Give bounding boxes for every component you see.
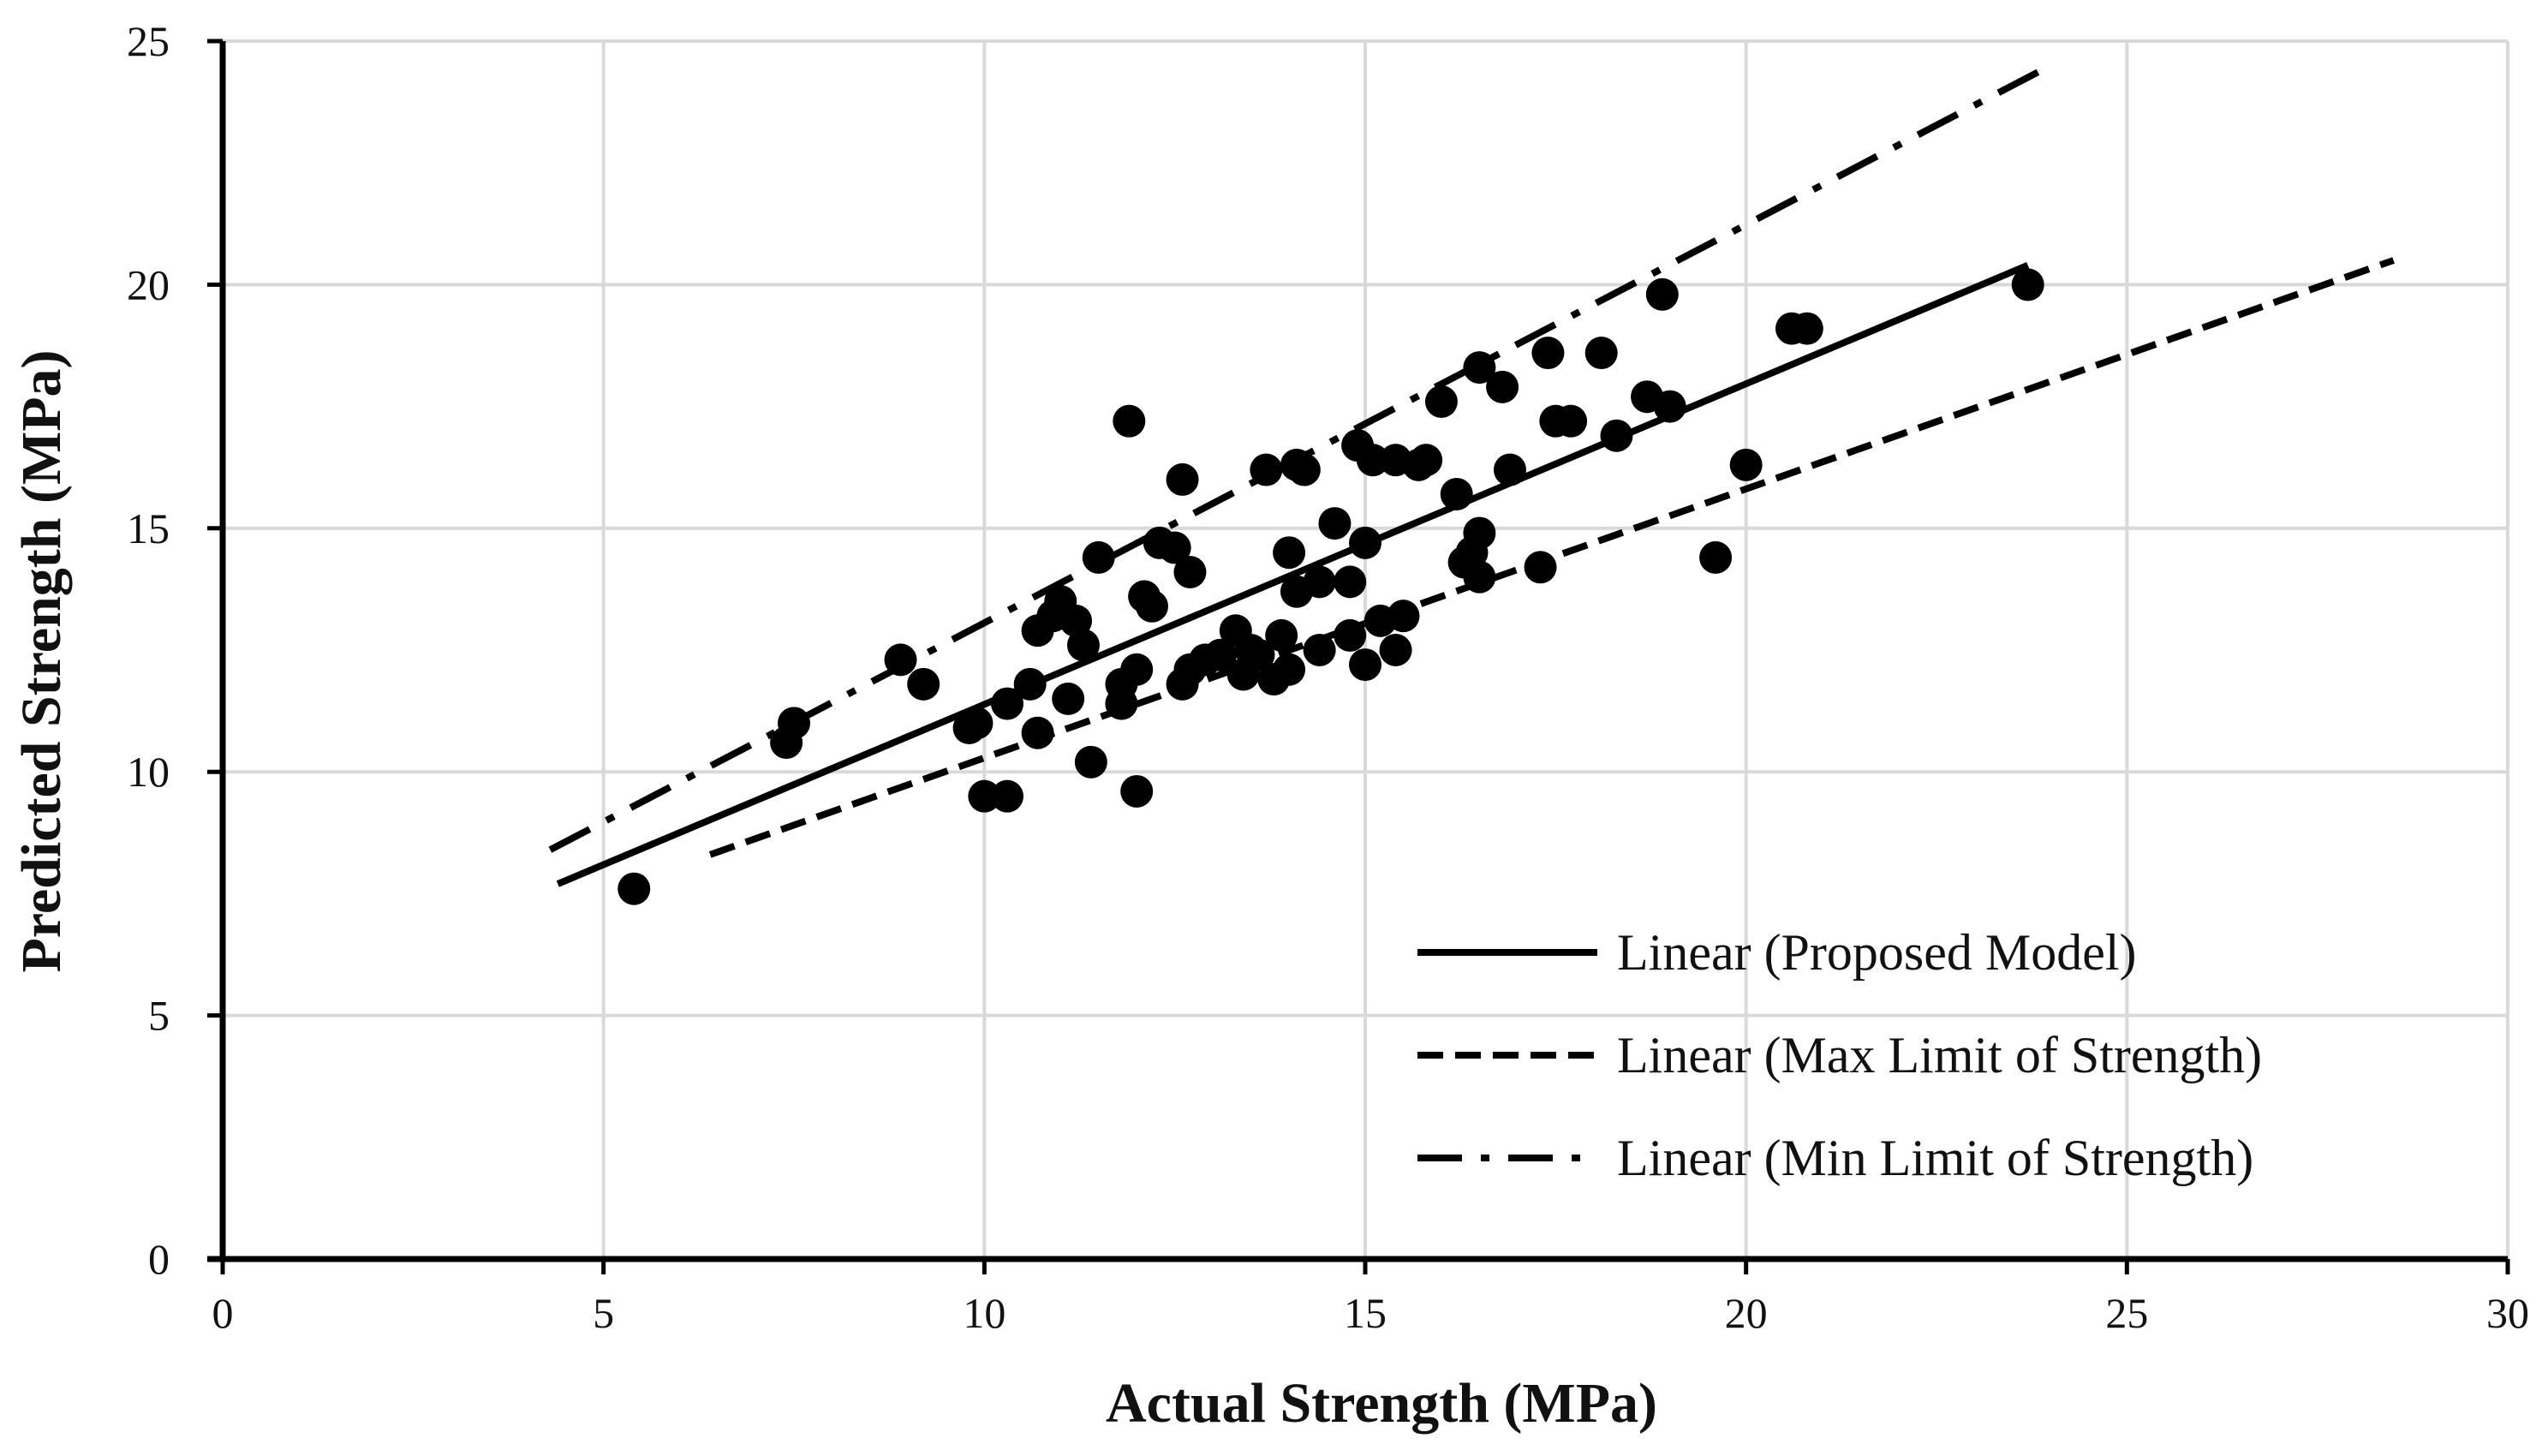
data-point: [1410, 444, 1443, 477]
data-point: [1082, 540, 1115, 574]
data-point: [1600, 419, 1633, 452]
data-point: [1242, 638, 1275, 671]
y-tick-label: 15: [127, 504, 170, 552]
data-point: [1135, 589, 1168, 623]
data-point: [1166, 462, 1199, 496]
x-tick-label: 5: [593, 1289, 614, 1337]
data-point: [1699, 540, 1733, 574]
legend-label: Linear (Max Limit of Strength): [1617, 1027, 2262, 1083]
y-tick-label: 20: [127, 260, 170, 308]
data-point: [1173, 555, 1207, 588]
data-point: [1463, 516, 1496, 550]
x-tick-label: 15: [1344, 1289, 1387, 1337]
trend-lines: [548, 62, 2395, 887]
data-point: [1303, 634, 1336, 666]
data-point: [1265, 618, 1298, 652]
y-tick-label: 0: [148, 1235, 170, 1283]
x-axis-ticks: 0 5 10 15 20 25 30: [212, 1259, 2529, 1337]
data-point: [1584, 337, 1618, 370]
legend-label: Linear (Proposed Model): [1617, 924, 2137, 981]
data-point: [618, 872, 651, 905]
data-point: [1729, 448, 1763, 481]
data-point: [1250, 453, 1283, 486]
data-point: [1349, 648, 1381, 682]
data-point: [884, 643, 917, 677]
data-point: [1645, 277, 1679, 311]
data-point: [1074, 745, 1107, 779]
x-tick-label: 20: [1725, 1289, 1768, 1337]
data-point: [1334, 565, 1367, 599]
data-point: [1273, 536, 1306, 570]
data-points: [618, 268, 2044, 905]
data-point: [991, 687, 1024, 720]
data-point: [2011, 268, 2044, 301]
x-axis-title: Actual Strength (MPa): [1106, 1372, 1657, 1435]
y-tick-label: 10: [127, 748, 170, 796]
data-point: [1052, 682, 1085, 715]
data-point: [1524, 551, 1557, 584]
data-point: [1531, 337, 1565, 370]
trend-line-solid: [556, 261, 2030, 887]
data-point: [1463, 351, 1496, 385]
data-point: [1379, 634, 1412, 666]
y-tick-label: 5: [148, 992, 170, 1040]
data-point: [1013, 667, 1047, 701]
data-point: [1120, 653, 1154, 686]
data-point: [1493, 453, 1526, 486]
trend-line-dashed: [708, 257, 2395, 858]
data-point: [1424, 385, 1458, 418]
data-point: [1120, 774, 1154, 808]
legend-label: Linear (Min Limit of Strength): [1617, 1130, 2253, 1186]
y-axis-title: Predicted Strength (MPa): [10, 349, 73, 972]
data-point: [1113, 404, 1146, 438]
data-point: [1440, 477, 1473, 510]
data-point: [1066, 629, 1100, 662]
data-point: [1790, 312, 1823, 345]
data-point: [968, 779, 1001, 813]
data-point: [1486, 370, 1519, 403]
data-point: [1334, 618, 1367, 652]
data-point: [1287, 453, 1321, 486]
y-axis-ticks: 0 5 10 15 20 25: [127, 17, 223, 1283]
data-point: [1387, 600, 1420, 633]
data-point: [1273, 653, 1306, 686]
x-tick-label: 25: [2105, 1289, 2148, 1337]
data-point: [1204, 638, 1238, 671]
data-point: [1463, 560, 1496, 594]
x-tick-label: 0: [212, 1289, 234, 1337]
data-point: [991, 779, 1024, 813]
data-point: [1021, 716, 1054, 749]
data-point: [960, 707, 994, 740]
data-point: [1356, 444, 1389, 477]
axes: [207, 41, 2508, 1262]
data-point: [1303, 565, 1336, 599]
data-point: [907, 667, 940, 701]
x-tick-label: 10: [963, 1289, 1005, 1337]
legend: Linear (Proposed Model) Linear (Max Limit…: [1417, 924, 2262, 1186]
data-point: [1653, 390, 1686, 423]
data-point: [1158, 531, 1191, 564]
data-point: [778, 707, 810, 740]
y-tick-label: 25: [127, 17, 170, 65]
data-point: [1318, 507, 1352, 540]
data-point: [1554, 404, 1588, 438]
data-point: [1349, 526, 1381, 559]
x-tick-label: 30: [2486, 1289, 2529, 1337]
